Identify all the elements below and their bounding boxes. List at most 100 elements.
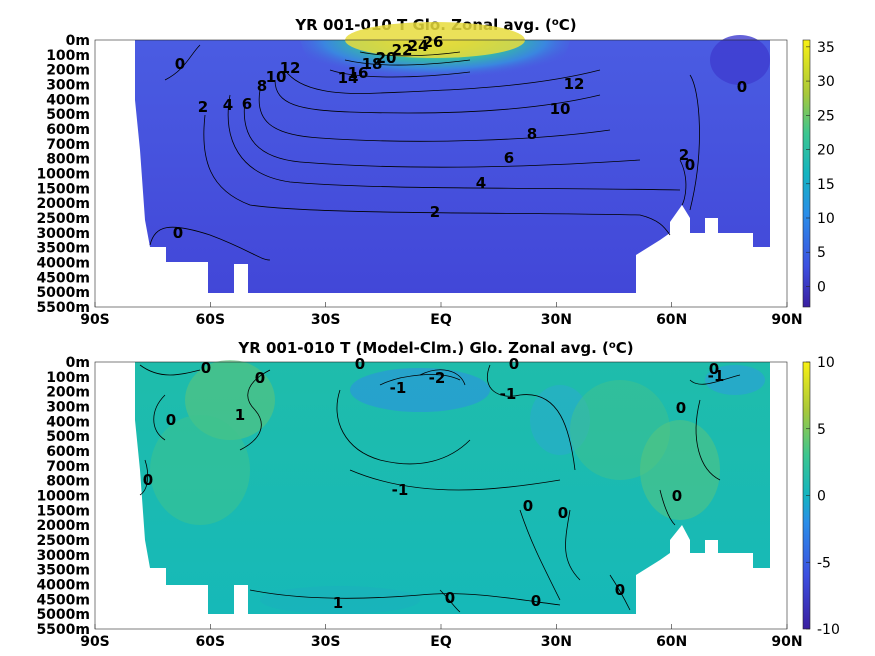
panel1-colorbar-ticks: 35 30 25 20 15 10 5 0 <box>806 40 835 295</box>
y-tick-label: 2000m <box>36 518 90 534</box>
contour-label: 0 <box>672 487 682 505</box>
y-tick-label: 400m <box>46 92 90 108</box>
y-tick-label: 1000m <box>36 167 90 183</box>
y-tick-label: 700m <box>46 459 90 475</box>
y-tick-label: 200m <box>46 63 90 79</box>
contour-label: -1 <box>392 481 409 499</box>
panel2-colorbar-ticks: 10 5 0 -5 -10 <box>806 355 840 638</box>
contour-label: 12 <box>564 75 585 93</box>
contour-label: 1 <box>333 594 343 612</box>
x-tick-label: 90N <box>771 312 802 328</box>
contour-label: 0 <box>509 355 519 373</box>
y-tick-label: 3000m <box>36 226 90 242</box>
colorbar-tick-label: 15 <box>817 177 835 193</box>
panel1-title-sup: o <box>552 17 559 28</box>
x-tick-label: 60S <box>196 312 226 328</box>
y-tick-label: 4500m <box>36 592 90 608</box>
x-tick-label: 30N <box>541 312 572 328</box>
contour-label: 10 <box>550 100 571 118</box>
contour-label: 2 <box>198 98 208 116</box>
y-tick-label: 1000m <box>36 489 90 505</box>
contour-label: 8 <box>257 77 267 95</box>
x-tick-label: 90S <box>80 312 110 328</box>
contour-label: 0 <box>531 592 541 610</box>
x-tick-label: 30S <box>311 634 341 650</box>
y-tick-label: 0m <box>66 355 90 371</box>
contour-label: 4 <box>476 174 486 192</box>
colorbar-tick-label: 0 <box>817 489 826 505</box>
panel1-x-ticks: 90S 60S 30S EQ 30N 60N 90N <box>80 302 803 328</box>
panel1-y-ticks: 0m100m200m300m400m500m600m700m800m1000m1… <box>36 33 90 316</box>
y-tick-label: 300m <box>46 400 90 416</box>
contour-label: 10 <box>266 68 287 86</box>
y-tick-label: 5000m <box>36 285 90 301</box>
y-tick-label: 0m <box>66 33 90 49</box>
panel2-title: YR 001-010 T (Model-Clm.) Glo. Zonal avg… <box>237 339 633 357</box>
contour-label: 0 <box>201 359 211 377</box>
x-tick-label: EQ <box>430 634 452 650</box>
contour-label: 0 <box>676 399 686 417</box>
contour-label: 0 <box>523 497 533 515</box>
y-tick-label: 500m <box>46 429 90 445</box>
panel2-title-sup: o <box>609 340 616 351</box>
panel-temperature: YR 001-010 T Glo. Zonal avg. (oC) <box>36 16 834 328</box>
contour-label: 18 <box>362 55 383 73</box>
contour-label: 0 <box>615 581 625 599</box>
contour-label: 2 <box>679 146 689 164</box>
y-tick-label: 300m <box>46 78 90 94</box>
contour-label: 0 <box>685 156 695 174</box>
contour-label: 20 <box>376 49 397 67</box>
contour-label: 22 <box>392 41 413 59</box>
colorbar-tick-label: -10 <box>817 622 840 638</box>
y-tick-label: 3500m <box>36 241 90 257</box>
colorbar-tick-label: 0 <box>817 279 826 295</box>
contour-label: -1 <box>390 379 407 397</box>
colorbar-tick-label: 25 <box>817 108 835 124</box>
colorbar-tick-label: 30 <box>817 74 835 90</box>
x-tick-label: 30N <box>541 634 572 650</box>
contour-label: 0 <box>558 504 568 522</box>
y-tick-label: 400m <box>46 414 90 430</box>
x-tick-label: EQ <box>430 312 452 328</box>
x-tick-label: 30S <box>311 312 341 328</box>
y-tick-label: 100m <box>46 48 90 64</box>
y-tick-label: 3000m <box>36 548 90 564</box>
x-tick-label: 60N <box>656 312 687 328</box>
y-tick-label: 1500m <box>36 503 90 519</box>
panel1-colorbar <box>802 39 811 308</box>
y-tick-label: 2000m <box>36 196 90 212</box>
y-tick-label: 600m <box>46 122 90 138</box>
contour-label: 0 <box>143 471 153 489</box>
y-tick-label: 5000m <box>36 607 90 623</box>
contour-label: 0 <box>355 355 365 373</box>
contour-label: 6 <box>504 149 514 167</box>
contour-label: 0 <box>173 224 183 242</box>
y-tick-label: 1500m <box>36 181 90 197</box>
colorbar-tick-label: 35 <box>817 40 835 56</box>
y-tick-label: 5500m <box>36 622 90 638</box>
y-tick-label: 4500m <box>36 270 90 286</box>
contour-label: -1 <box>708 367 725 385</box>
contour-label: 6 <box>242 95 252 113</box>
contour-label: 0 <box>737 78 747 96</box>
contour-label: 16 <box>348 64 369 82</box>
colorbar-tick-label: 5 <box>817 245 826 261</box>
panel2-x-ticks: 90S 60S 30S EQ 30N 60N 90N <box>80 624 803 650</box>
y-tick-label: 700m <box>46 137 90 153</box>
contour-label: 12 <box>280 59 301 77</box>
contour-label: 0 <box>175 55 185 73</box>
y-tick-label: 4000m <box>36 256 90 272</box>
y-tick-label: 5500m <box>36 300 90 316</box>
contour-label: 2 <box>430 203 440 221</box>
contour-label: 0 <box>166 411 176 429</box>
y-tick-label: 500m <box>46 107 90 123</box>
colorbar-tick-label: -5 <box>817 555 831 571</box>
y-tick-label: 200m <box>46 385 90 401</box>
contour-label: -2 <box>429 369 446 387</box>
contour-label: 0 <box>255 369 265 387</box>
colorbar-tick-label: 5 <box>817 422 826 438</box>
colorbar-tick-label: 10 <box>817 211 835 227</box>
x-tick-label: 60S <box>196 634 226 650</box>
